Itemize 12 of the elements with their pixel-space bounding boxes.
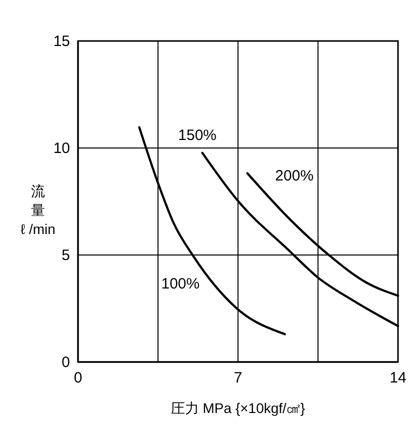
y-tick-label: 10 bbox=[53, 140, 70, 157]
x-axis-title: 圧力 MPa {×10kgf/㎠} bbox=[170, 400, 306, 416]
y-tick-label: 0 bbox=[62, 354, 70, 371]
x-tick-label: 14 bbox=[390, 370, 406, 387]
x-tick-label: 7 bbox=[234, 370, 242, 387]
y-axis-title: 流量ℓ /min bbox=[20, 183, 56, 237]
series-label: 200% bbox=[275, 167, 314, 184]
x-tick-label: 0 bbox=[74, 370, 82, 387]
y-tick-label: 15 bbox=[53, 32, 70, 50]
y-tick-label: 5 bbox=[62, 246, 70, 264]
series-label: 150% bbox=[178, 126, 217, 144]
series-label: 100% bbox=[161, 275, 200, 292]
